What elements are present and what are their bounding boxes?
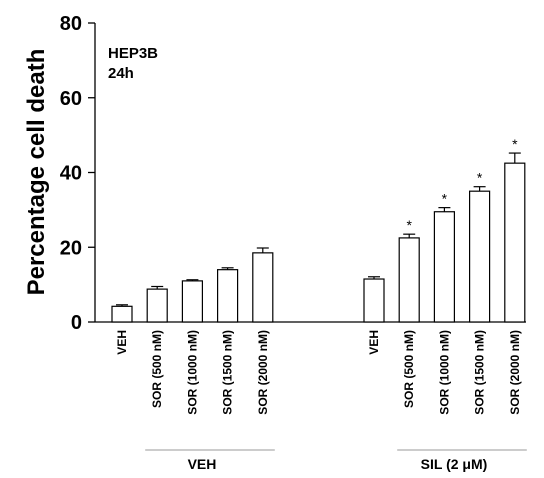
y-tick-label: 20 <box>60 237 82 259</box>
y-axis-label: Percentage cell death <box>23 49 50 296</box>
bar <box>146 288 168 323</box>
bar <box>504 162 526 323</box>
y-tick-label: 40 <box>60 163 82 185</box>
significance-marker: * <box>477 170 483 186</box>
y-tick-label: 60 <box>60 88 82 110</box>
significance-marker: * <box>406 217 412 233</box>
x-tick-label: SOR (500 nM) <box>150 330 164 408</box>
x-tick-label: SOR (500 nM) <box>402 330 416 408</box>
x-tick-label: SOR (1000 nM) <box>185 330 199 415</box>
group-label: SIL (2 μM) <box>421 456 488 472</box>
bar <box>181 280 203 323</box>
significance-marker: * <box>512 136 518 152</box>
x-tick-label: VEH <box>367 330 381 355</box>
x-tick-label: SOR (2000 nM) <box>256 330 270 415</box>
bar <box>398 237 420 323</box>
bar <box>433 211 455 323</box>
bar <box>111 305 133 323</box>
y-tick-label: 0 <box>71 312 82 334</box>
significance-marker: * <box>442 191 448 207</box>
time-annotation: 24h <box>108 65 134 82</box>
x-tick-label: SOR (2000 nM) <box>508 330 522 415</box>
bar <box>252 252 274 323</box>
cell-line-annotation: HEP3B <box>108 45 158 62</box>
group-label: VEH <box>188 456 217 472</box>
bar <box>217 269 239 323</box>
x-tick-label: SOR (1000 nM) <box>437 330 451 415</box>
y-tick-label: 80 <box>60 13 82 35</box>
bar <box>469 190 491 323</box>
bar <box>363 278 385 323</box>
x-tick-label: VEH <box>115 330 129 355</box>
x-tick-label: SOR (1500 nM) <box>221 330 235 415</box>
x-tick-label: SOR (1500 nM) <box>473 330 487 415</box>
